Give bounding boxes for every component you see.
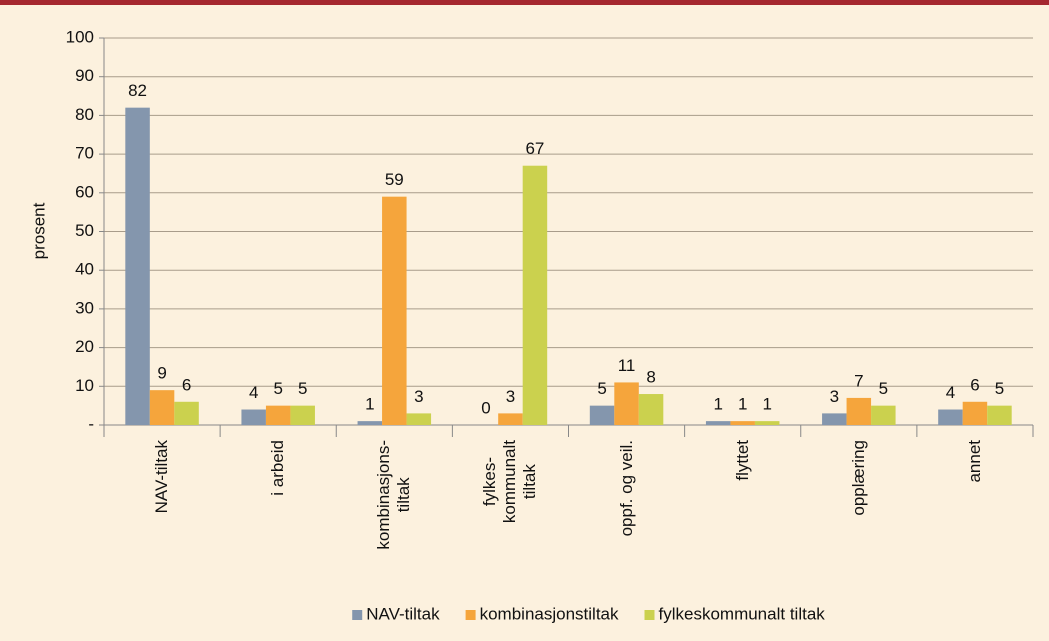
data-label: 9 [157, 364, 166, 383]
y-tick-label: 100 [66, 27, 94, 46]
data-label: 11 [618, 356, 636, 375]
bar [149, 390, 175, 425]
data-label: 8 [646, 368, 655, 387]
x-tick-label: NAV-tiltak [152, 440, 172, 514]
bar [614, 382, 639, 425]
bar [290, 405, 315, 425]
y-tick-label: - [88, 414, 94, 433]
x-tick-label: fylkes- kommunalt tiltak [480, 440, 540, 524]
y-tick-label: 80 [75, 105, 94, 124]
data-label: 59 [385, 170, 404, 189]
bar [730, 421, 755, 425]
y-tick-label: 60 [75, 182, 94, 201]
y-tick-label: 50 [75, 221, 94, 240]
y-tick-label: 40 [75, 260, 94, 279]
y-tick-label: 30 [75, 298, 94, 317]
data-label: 5 [298, 379, 307, 398]
legend-label: kombinasjonstiltak [480, 604, 619, 623]
data-label: 1 [762, 395, 771, 414]
legend-swatch [465, 610, 476, 620]
data-label: 4 [946, 383, 955, 402]
legend-swatch [644, 610, 655, 620]
data-label: 67 [525, 139, 544, 158]
bar [498, 413, 523, 425]
bar [357, 421, 383, 425]
data-label: 5 [879, 379, 888, 398]
bar [382, 196, 407, 425]
legend-swatch [352, 610, 363, 620]
bar [987, 405, 1012, 425]
data-label: 1 [713, 395, 722, 414]
data-label: 3 [414, 387, 423, 406]
bar [638, 394, 664, 425]
bar [522, 165, 548, 425]
bar [589, 405, 615, 425]
y-axis-label: prosent [29, 202, 48, 259]
bar [241, 409, 266, 425]
data-label: 5 [995, 379, 1004, 398]
bar [822, 413, 847, 425]
data-label: 0 [481, 398, 490, 417]
data-label: 5 [273, 379, 282, 398]
x-tick-label: flyttet [732, 440, 752, 481]
x-tick-label: i arbeid [268, 440, 288, 496]
data-label: 82 [128, 81, 147, 100]
data-label: 1 [738, 395, 747, 414]
y-tick-label: 90 [75, 66, 94, 85]
data-label: 5 [597, 379, 606, 398]
y-tick-label: 10 [75, 376, 94, 395]
bar [962, 401, 988, 425]
bar [846, 397, 872, 425]
data-label: 4 [249, 383, 258, 402]
y-tick-label: 70 [75, 144, 94, 163]
data-label: 1 [365, 395, 374, 414]
data-label: 6 [970, 375, 979, 394]
x-tick-label: kombinasjons- tiltak [374, 440, 414, 550]
y-tick-label: 20 [75, 337, 94, 356]
data-label: 3 [506, 387, 515, 406]
x-tick-label: annet [964, 440, 984, 483]
bar [125, 107, 150, 425]
x-tick-label: oppf. og veil. [616, 440, 636, 537]
bar [174, 401, 199, 425]
bar [265, 405, 291, 425]
legend-label: NAV-tiltak [366, 604, 440, 623]
bar [938, 409, 963, 425]
bar [406, 413, 432, 425]
data-label: 7 [854, 371, 863, 390]
x-tick-label: opplæring [848, 440, 868, 516]
data-label: 3 [830, 387, 839, 406]
data-label: 6 [182, 375, 191, 394]
bar [871, 405, 896, 425]
top-rule [0, 0, 1049, 5]
bar [705, 421, 731, 425]
bar [754, 421, 780, 425]
legend-label: fylkeskommunalt tiltak [659, 604, 826, 623]
